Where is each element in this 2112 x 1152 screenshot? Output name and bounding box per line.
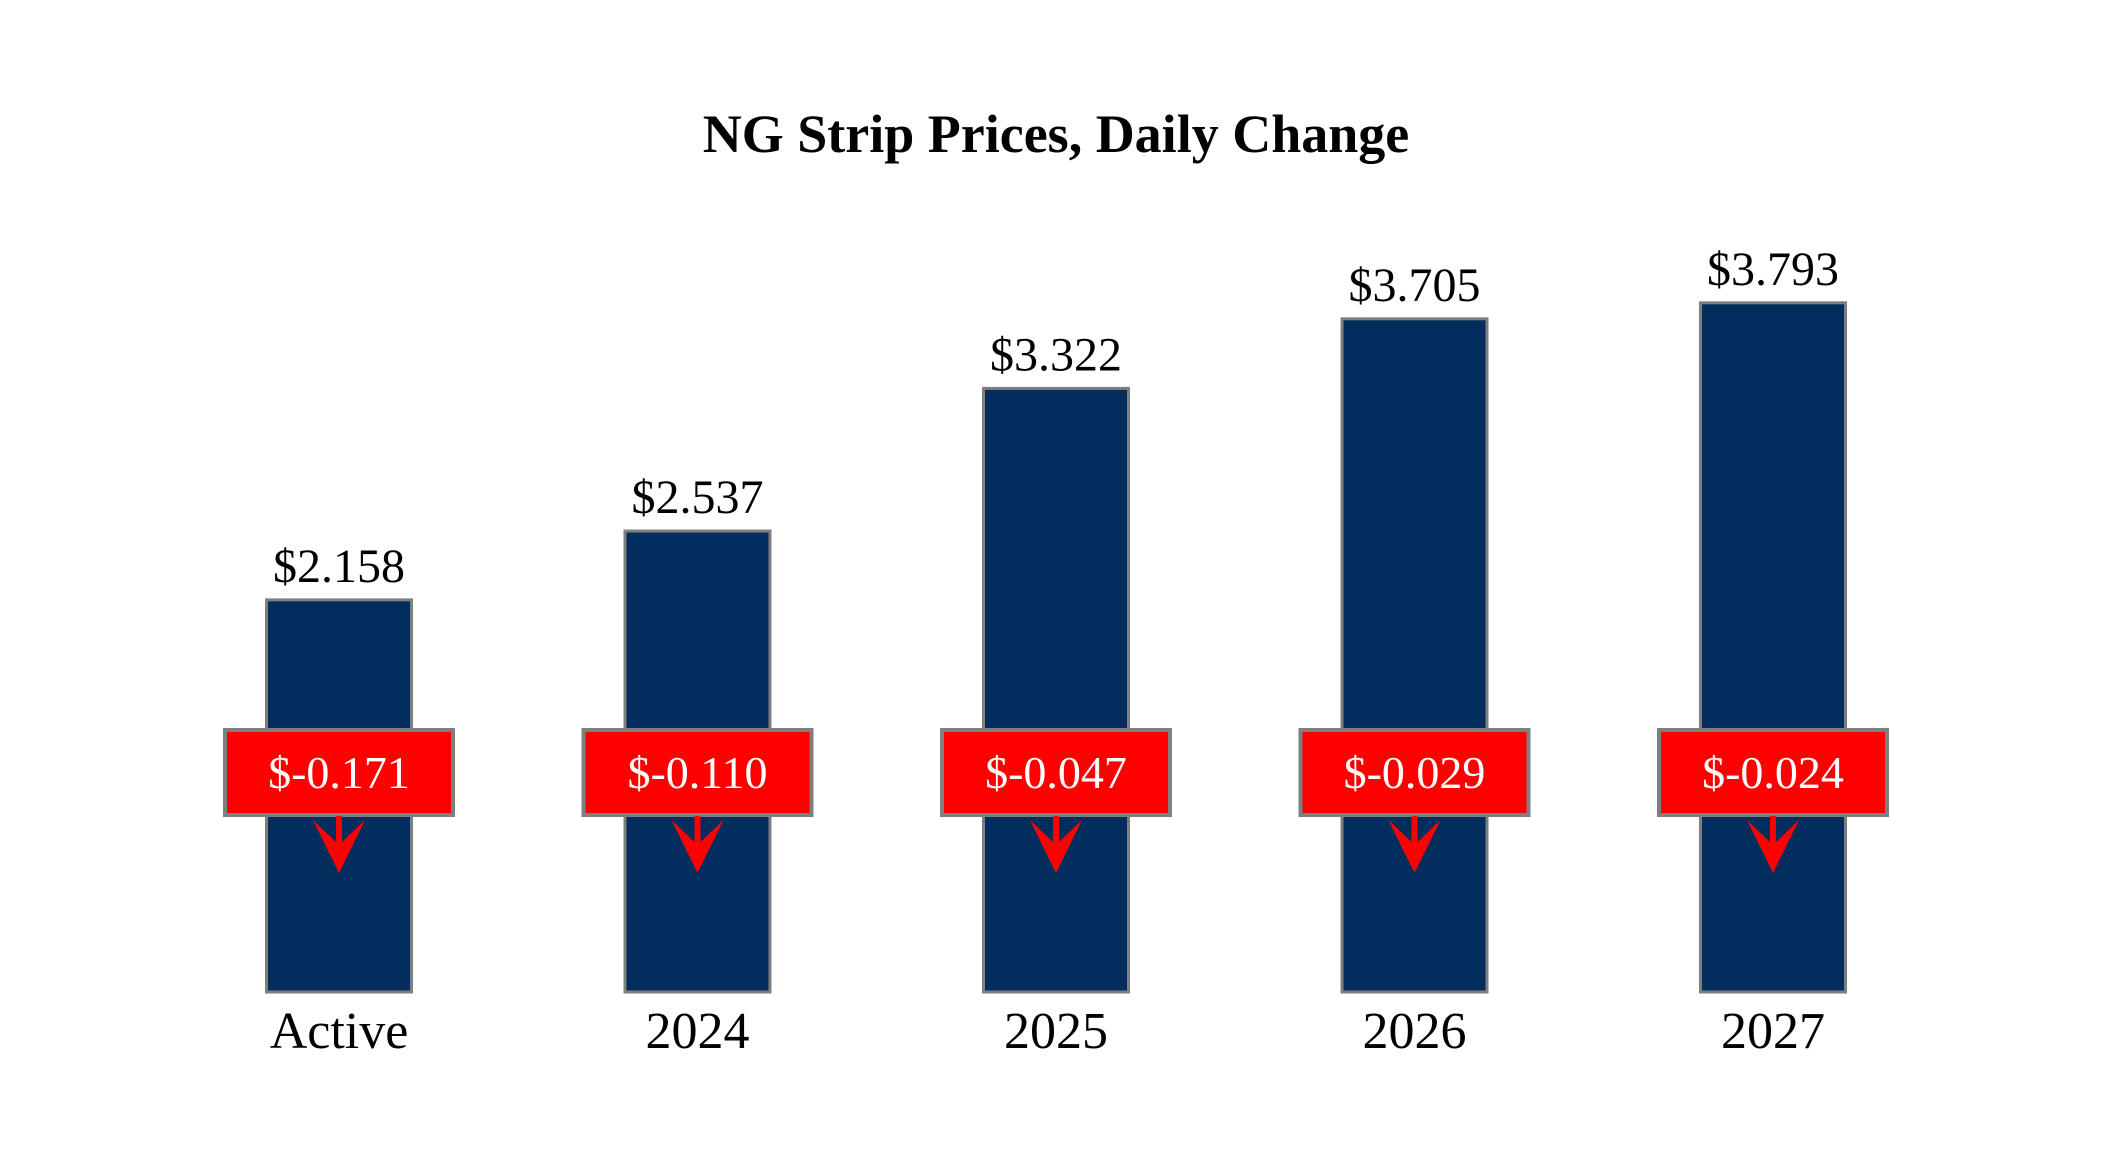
change-label: $-0.110: [627, 747, 767, 798]
change-label: $-0.171: [268, 747, 410, 798]
change-box: [223, 728, 455, 817]
change-box: [581, 728, 814, 817]
category-label: 2024: [646, 1003, 750, 1060]
down-arrow-icon: [671, 816, 724, 873]
change-box: [1298, 728, 1531, 817]
change-box: [940, 728, 1172, 817]
down-arrow-icon: [1030, 816, 1082, 873]
change-box: [1657, 728, 1889, 817]
category-label: Active: [270, 1003, 409, 1060]
bar: [1340, 317, 1489, 994]
change-label: $-0.024: [1702, 747, 1844, 798]
category-label: 2026: [1363, 1003, 1467, 1060]
change-label: $-0.047: [985, 747, 1127, 798]
down-arrow-icon: [313, 816, 365, 873]
chart-title: NG Strip Prices, Daily Change: [703, 104, 1409, 164]
change-label: $-0.029: [1344, 747, 1486, 798]
down-arrow-icon: [1388, 816, 1441, 873]
category-label: 2027: [1721, 1003, 1825, 1060]
bar: [982, 386, 1130, 994]
bar: [1699, 301, 1847, 994]
value-label: $2.158: [273, 540, 405, 593]
value-label: $2.537: [632, 471, 764, 524]
category-label: 2025: [1004, 1003, 1108, 1060]
value-label: $3.705: [1349, 259, 1481, 312]
down-arrow-icon: [1747, 816, 1799, 873]
value-label: $3.322: [990, 328, 1122, 381]
value-label: $3.793: [1707, 243, 1839, 296]
